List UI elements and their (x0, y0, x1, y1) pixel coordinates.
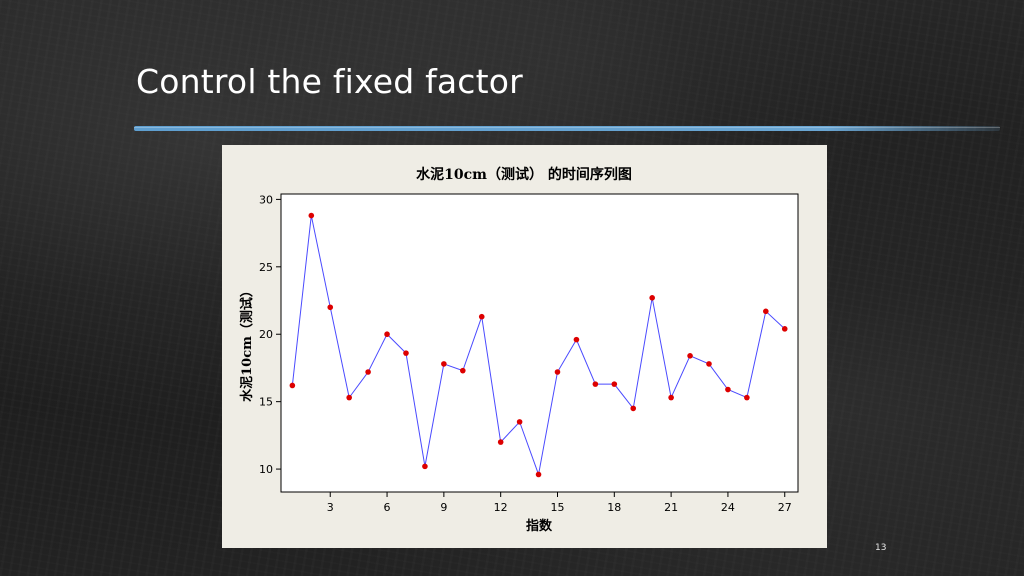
data-point (516, 419, 523, 425)
data-point (706, 361, 712, 367)
x-tick-label: 12 (494, 501, 508, 514)
data-point (346, 394, 352, 401)
data-point (460, 367, 466, 374)
data-point (422, 463, 428, 470)
slide-title: Control the fixed factor (136, 62, 523, 101)
data-point (478, 313, 485, 320)
y-axis-label: 水泥10cm（测试） (239, 284, 255, 402)
x-tick-label: 21 (664, 501, 678, 514)
chart-panel: 水泥10cm（测试） 的时间序列图 指数 水泥10cm（测试） 10 15 20 25… (222, 145, 827, 548)
plot-frame (280, 193, 799, 493)
data-point (554, 369, 561, 375)
data-point (497, 439, 504, 445)
data-point (403, 350, 409, 356)
series-points (289, 212, 788, 478)
y-tick-label: 30 (259, 193, 273, 206)
data-point (384, 331, 390, 338)
y-tick-label: 15 (259, 396, 273, 409)
data-point (763, 308, 769, 315)
page-number: 13 (875, 543, 887, 553)
x-tick-label: 15 (550, 501, 564, 514)
data-point (611, 381, 618, 387)
x-tick-label: 9 (440, 501, 447, 514)
data-point (308, 212, 315, 219)
x-tick-label: 3 (327, 501, 334, 514)
time-series-chart: 水泥10cm（测试） 的时间序列图 指数 水泥10cm（测试） 10 15 20 25… (239, 166, 799, 534)
y-tick-label: 20 (259, 328, 273, 341)
y-tick-label: 10 (259, 463, 273, 476)
data-point (592, 381, 599, 387)
x-axis-label: 指数 (526, 518, 553, 534)
x-tick-label: 24 (721, 501, 735, 514)
data-point (744, 394, 750, 401)
y-tick-label: 25 (259, 261, 273, 274)
data-point (327, 304, 334, 311)
chart-title: 水泥10cm（测试） 的时间序列图 (416, 166, 632, 183)
data-point (365, 369, 371, 375)
data-point (630, 405, 637, 412)
data-point (725, 386, 731, 393)
x-tick-label: 18 (607, 501, 621, 514)
x-tick-label: 27 (778, 501, 792, 514)
x-axis-ticks: 3 6 9 12 15 18 21 24 27 (327, 492, 792, 514)
x-tick-label: 6 (384, 501, 391, 514)
data-point (535, 471, 542, 478)
data-point (649, 295, 655, 301)
title-underline (134, 126, 1000, 131)
data-point (289, 382, 296, 389)
data-point (573, 336, 580, 343)
y-axis-ticks: 10 15 20 25 30 (259, 193, 281, 476)
data-point (668, 394, 674, 401)
data-point (687, 353, 693, 359)
data-point (781, 326, 788, 332)
data-point (441, 361, 447, 367)
